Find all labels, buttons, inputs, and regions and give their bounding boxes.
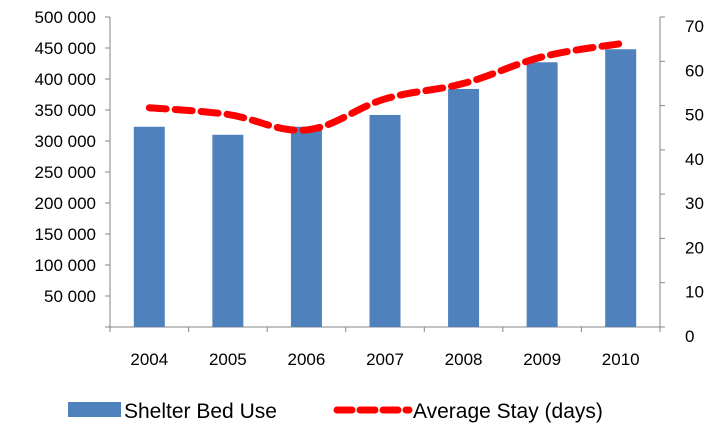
y-right-tick-label: 20 (685, 238, 704, 257)
bar (212, 135, 243, 327)
y-right-tick-label: 70 (685, 17, 704, 36)
x-tick-label: 2008 (445, 350, 483, 369)
x-tick-label: 2006 (288, 350, 326, 369)
bar (448, 89, 479, 327)
y-left-tick-label: 200 000 (35, 194, 96, 213)
y-right-tick-label: 30 (685, 194, 704, 213)
bar (370, 115, 401, 327)
y-left-tick-label: 500 000 (35, 8, 96, 27)
legend: Shelter Bed Use Average Stay (days) (68, 400, 603, 423)
y-left-tick-label: 100 000 (35, 256, 96, 275)
y-right-tick-label: 10 (685, 283, 704, 302)
bar (527, 62, 558, 327)
y-left-tick-label: 450 000 (35, 39, 96, 58)
legend-label-bar: Shelter Bed Use (124, 400, 277, 423)
y-left-tick-label: 150 000 (35, 225, 96, 244)
y-left-tick-label: 400 000 (35, 70, 96, 89)
x-tick-label: 2009 (523, 350, 561, 369)
y-right-tick-label: 50 (685, 106, 704, 125)
y-left-tick-label: 250 000 (35, 163, 96, 182)
y-left-tick-label: 300 000 (35, 132, 96, 151)
legend-swatch-bar (68, 402, 121, 417)
bars-layer (134, 49, 636, 327)
bar (134, 127, 165, 327)
y-right-tick-label: 0 (685, 327, 694, 346)
legend-label-line: Average Stay (days) (413, 400, 603, 423)
x-tick-label: 2005 (209, 350, 247, 369)
y-left-tick-label: 50 000 (44, 287, 96, 306)
y-right-tick-label: 40 (685, 150, 704, 169)
bar (605, 49, 636, 327)
y-right-tick-label: 60 (685, 61, 704, 80)
bar (291, 127, 322, 327)
y-left-tick-label: 350 000 (35, 101, 96, 120)
x-tick-label: 2010 (602, 350, 640, 369)
x-tick-label: 2007 (366, 350, 404, 369)
x-tick-label: 2004 (130, 350, 168, 369)
